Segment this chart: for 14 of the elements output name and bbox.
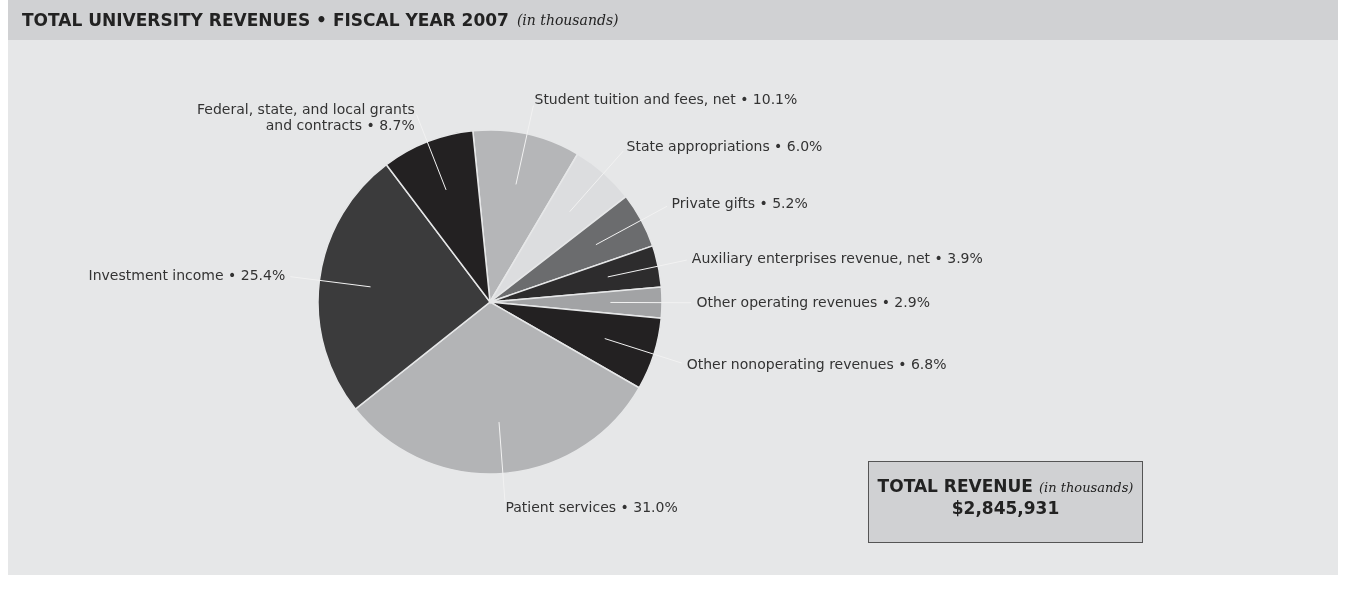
- text: (in thousands): [1039, 480, 1134, 495]
- slice-label: Private gifts • 5.2%: [671, 194, 808, 211]
- text: $2,845,931: [951, 498, 1060, 518]
- chart-title: TOTAL UNIVERSITY REVENUES • FISCAL YEAR 2007: [22, 10, 509, 30]
- chart-subtitle: (in thousands): [516, 12, 619, 28]
- slice-label: State appropriations • 6.0%: [626, 138, 823, 155]
- slice-label: Auxiliary enterprises revenue, net • 3.9%: [691, 249, 983, 266]
- slice-label: Investment income • 25.4%: [88, 267, 286, 284]
- slice-label: Other nonoperating revenues • 6.8%: [686, 355, 947, 372]
- slice-label: Other operating revenues • 2.9%: [696, 293, 930, 310]
- slice-label: Student tuition and fees, net • 10.1%: [534, 91, 798, 108]
- slice-label: Patient services • 31.0%: [505, 498, 678, 515]
- slice-label: Federal, state, and local grants and contracts • 8.7%: [197, 100, 415, 133]
- text: TOTAL REVENUE: [877, 476, 1033, 496]
